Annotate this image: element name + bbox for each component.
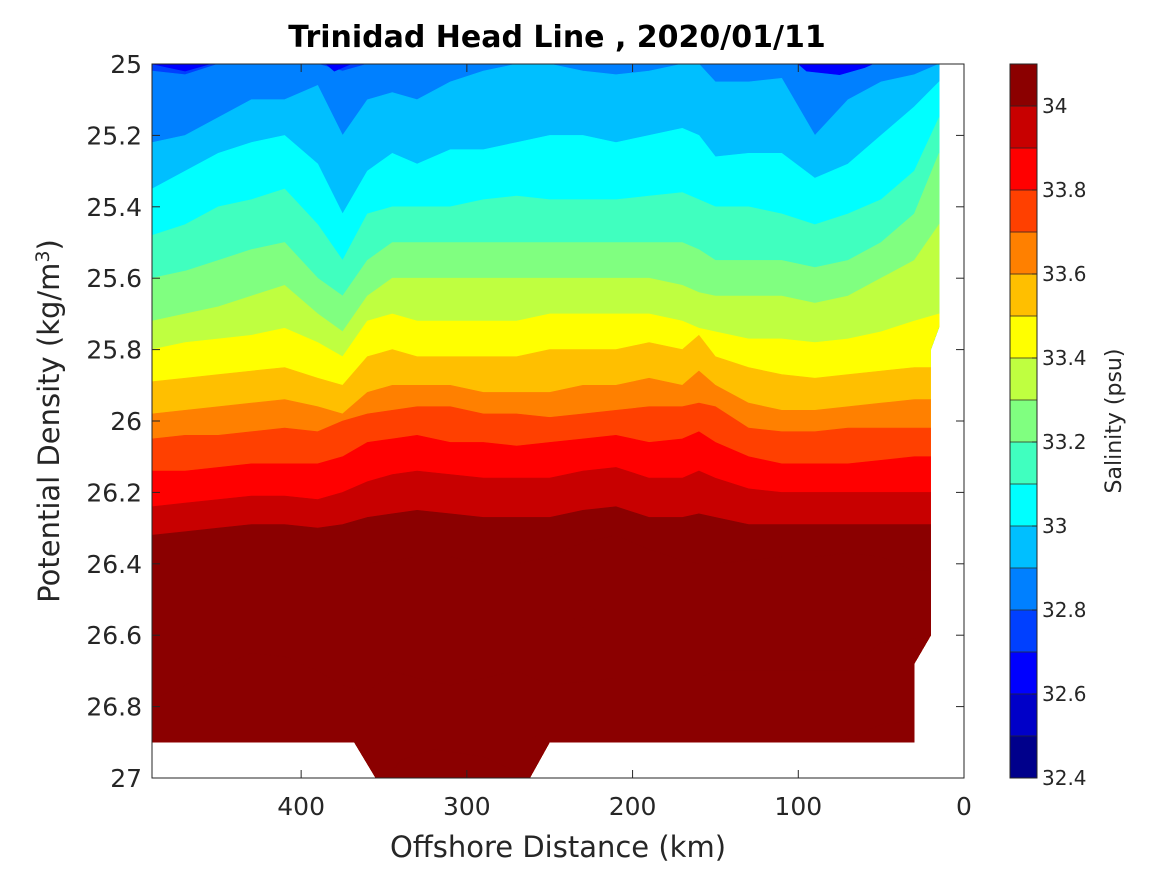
colorbar-segment [1010,400,1037,443]
y-tick-label: 26.2 [86,478,142,507]
colorbar-tick-label: 33 [1042,514,1067,538]
x-tick-label: 0 [956,792,972,821]
colorbar-frame [1009,63,1038,779]
colorbar-segment [1010,652,1037,695]
salinity-anomaly-5 [797,64,874,76]
colorbar-tick-label: 32.4 [1042,766,1087,790]
salinity-anomaly-2 [814,720,915,743]
y-tick-label: 26.6 [86,621,142,650]
colorbar-tick-label: 34 [1042,94,1067,118]
salinity-anomaly-1 [386,749,530,778]
y-tick-label: 25.2 [86,121,142,150]
y-tick-label: 26 [110,407,142,436]
x-tick-label: 100 [774,792,822,821]
colorbar-segment [1010,274,1037,317]
colorbar-tick-label: 33.6 [1042,262,1087,286]
plot-area [152,64,964,778]
colorbar-segment [1010,316,1037,359]
colorbar [1009,63,1038,779]
colorbar-segment [1010,358,1037,401]
y-tick-label: 26.8 [86,693,142,722]
y-axis-label-superscript: 3 [32,250,54,262]
x-tick-label: 400 [277,792,325,821]
y-axis-label-main: Potential Density (kg/m [32,263,66,603]
colorbar-tick-label: 33.8 [1042,178,1087,202]
colorbar-tick-label: 33.2 [1042,430,1087,454]
colorbar-label: Salinity (psu) [1102,349,1127,494]
y-axis-label: Potential Density (kg/m3) [32,239,66,603]
y-tick-label: 27 [110,764,142,793]
y-tick-label: 25.4 [86,193,142,222]
colorbar-segment [1010,694,1037,737]
y-tick-label: 25.8 [86,336,142,365]
salinity-anomaly-3 [152,64,211,72]
y-axis-label-end: ) [32,239,66,250]
y-tick-label: 25.6 [86,264,142,293]
x-axis-ticks: 400 300 200 100 0 [277,64,972,821]
colorbar-segment [1010,232,1037,275]
colorbar-segment [1010,484,1037,527]
colorbar-segment [1010,64,1037,107]
colorbar-segment [1010,190,1037,233]
salinity-anomaly-0 [565,599,597,629]
chart-title: Trinidad Head Line , 2020/01/11 [288,20,825,55]
colorbar-segment [1010,736,1037,779]
colorbar-segment [1010,568,1037,611]
colorbar-segment [1010,148,1037,191]
x-tick-label: 300 [443,792,491,821]
colorbar-tick-label: 32.6 [1042,682,1087,706]
colorbar-tick-label: 33.4 [1042,346,1087,370]
salinity-bands [152,64,940,778]
salinity-anomalies [152,64,915,778]
x-tick-label: 200 [609,792,657,821]
y-axis-ticks: 25 25.2 25.4 25.6 25.8 26 26.2 26.4 26.6 26.8 27 [86,50,964,793]
colorbar-segment [1010,442,1037,485]
colorbar-segment [1010,106,1037,149]
x-axis-label: Offshore Distance (km) [390,830,726,864]
salinity-anomaly-4 [325,64,352,72]
colorbar-ticks: 32.4 32.6 32.8 33 33.2 33.4 33.6 33.8 34 [1032,94,1087,790]
colorbar-tick-label: 32.8 [1042,598,1087,622]
colorbar-segment [1010,610,1037,653]
colorbar-segment [1010,526,1037,569]
y-tick-label: 26.4 [86,550,142,579]
y-tick-label: 25 [110,50,142,79]
